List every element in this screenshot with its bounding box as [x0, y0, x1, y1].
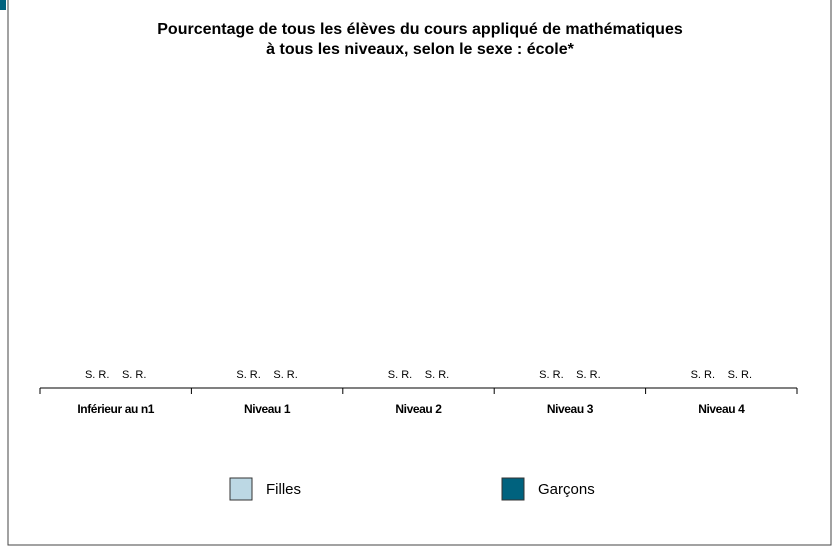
x-tick-label: Inférieur au n1 [77, 402, 154, 416]
x-tick-label: Niveau 1 [244, 402, 291, 416]
corner-accent [0, 0, 6, 10]
frame [7, 0, 832, 546]
x-tick-label: Niveau 4 [698, 402, 745, 416]
data-label: S. R. [85, 369, 109, 381]
chart-title: Pourcentage de tous les élèves du cours … [157, 21, 683, 38]
legend-label: Garçons [538, 481, 595, 498]
data-label: S. R. [425, 369, 449, 381]
legend-label: Filles [266, 481, 301, 498]
data-label: S. R. [236, 369, 260, 381]
legend-swatch [229, 477, 253, 501]
data-label: S. R. [539, 369, 563, 381]
x-tick-label: Niveau 3 [547, 402, 594, 416]
data-label: S. R. [576, 369, 600, 381]
x-tick-label: Niveau 2 [395, 402, 442, 416]
legend-swatch [501, 477, 525, 501]
data-label: S. R. [273, 369, 297, 381]
data-label: S. R. [388, 369, 412, 381]
data-label: S. R. [691, 369, 715, 381]
chart-title: à tous les niveaux, selon le sexe : écol… [266, 41, 574, 58]
data-label: S. R. [728, 369, 752, 381]
data-label: S. R. [122, 369, 146, 381]
